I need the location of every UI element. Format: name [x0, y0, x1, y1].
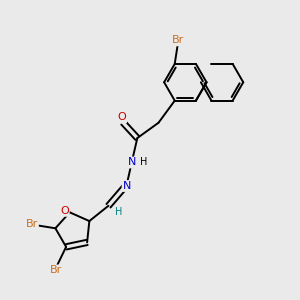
Text: O: O: [60, 206, 69, 216]
Text: N: N: [123, 181, 131, 191]
Text: H: H: [115, 207, 122, 217]
Text: H: H: [140, 157, 148, 166]
Text: Br: Br: [172, 35, 184, 45]
Text: N: N: [128, 158, 136, 167]
Text: Br: Br: [50, 266, 62, 275]
Text: Br: Br: [26, 219, 38, 229]
Text: O: O: [117, 112, 126, 122]
